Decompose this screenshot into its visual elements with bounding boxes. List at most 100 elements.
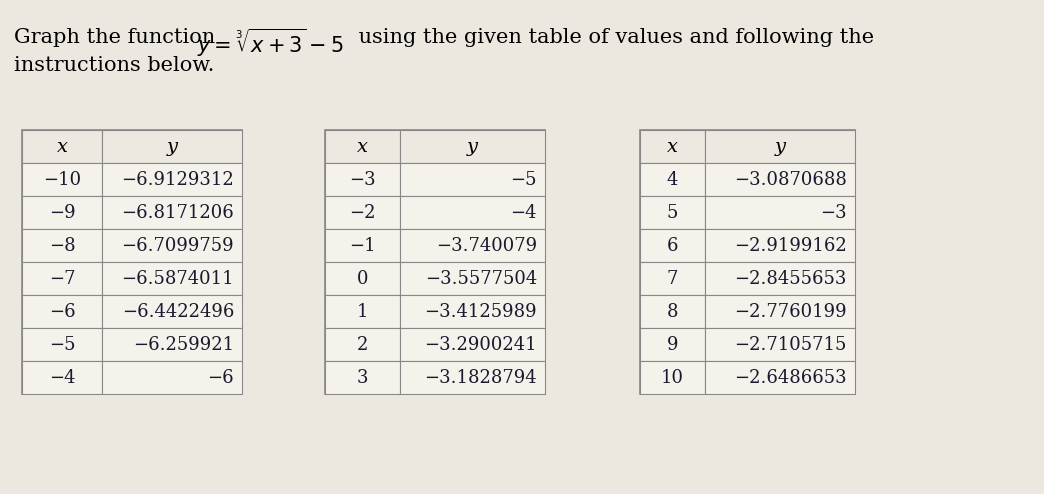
Text: 8: 8 <box>667 302 679 321</box>
Bar <box>102 295 242 328</box>
Bar <box>325 163 400 196</box>
Text: −5: −5 <box>49 335 75 354</box>
Bar <box>640 262 705 295</box>
Text: y: y <box>467 137 478 156</box>
Bar <box>640 196 705 229</box>
Bar <box>400 130 545 163</box>
Text: −2.7105715: −2.7105715 <box>735 335 847 354</box>
Bar <box>102 163 242 196</box>
Text: 2: 2 <box>357 335 369 354</box>
Bar <box>640 163 705 196</box>
Text: −7: −7 <box>49 270 75 288</box>
Text: −3.1828794: −3.1828794 <box>424 369 537 386</box>
Bar <box>325 196 400 229</box>
Bar <box>400 196 545 229</box>
Bar <box>102 361 242 394</box>
Bar <box>705 328 855 361</box>
Text: 4: 4 <box>667 170 679 189</box>
Text: x: x <box>56 137 68 156</box>
Text: using the given table of values and following the: using the given table of values and foll… <box>352 28 874 47</box>
Bar <box>400 328 545 361</box>
Bar <box>400 229 545 262</box>
Bar <box>640 130 705 163</box>
Text: −1: −1 <box>349 237 376 254</box>
Bar <box>705 229 855 262</box>
Bar <box>22 130 102 163</box>
Bar <box>325 361 400 394</box>
Bar <box>400 295 545 328</box>
Bar <box>325 130 400 163</box>
Text: 3: 3 <box>357 369 369 386</box>
Text: 7: 7 <box>667 270 679 288</box>
Text: 9: 9 <box>667 335 679 354</box>
Bar <box>22 328 102 361</box>
Bar <box>325 295 400 328</box>
Text: −6: −6 <box>49 302 75 321</box>
Text: −3: −3 <box>349 170 376 189</box>
Text: −6: −6 <box>208 369 234 386</box>
Bar <box>102 262 242 295</box>
Bar <box>22 361 102 394</box>
Text: 5: 5 <box>667 204 679 221</box>
Text: x: x <box>357 137 367 156</box>
Text: −2.9199162: −2.9199162 <box>734 237 847 254</box>
Text: 1: 1 <box>357 302 369 321</box>
Bar <box>705 295 855 328</box>
Bar <box>102 130 242 163</box>
Bar <box>705 262 855 295</box>
Text: −10: −10 <box>43 170 81 189</box>
Bar <box>705 130 855 163</box>
Text: −2.8455653: −2.8455653 <box>735 270 847 288</box>
Bar <box>22 229 102 262</box>
Text: −3.740079: −3.740079 <box>436 237 537 254</box>
Bar <box>640 229 705 262</box>
Text: −6.7099759: −6.7099759 <box>121 237 234 254</box>
Text: −3: −3 <box>821 204 847 221</box>
Bar <box>640 295 705 328</box>
Text: 10: 10 <box>661 369 684 386</box>
Bar <box>705 361 855 394</box>
Bar <box>400 361 545 394</box>
Text: −5: −5 <box>511 170 537 189</box>
Bar <box>102 229 242 262</box>
Bar <box>22 130 242 394</box>
Text: −4: −4 <box>49 369 75 386</box>
Bar <box>22 163 102 196</box>
Text: y: y <box>775 137 785 156</box>
Text: −3.5577504: −3.5577504 <box>425 270 537 288</box>
Bar <box>102 328 242 361</box>
Bar <box>22 196 102 229</box>
Text: 0: 0 <box>357 270 369 288</box>
Bar <box>640 361 705 394</box>
Text: −4: −4 <box>511 204 537 221</box>
Text: $y = \sqrt[3]{x+3}-5$: $y = \sqrt[3]{x+3}-5$ <box>197 27 343 59</box>
Bar <box>22 262 102 295</box>
Bar <box>325 130 545 394</box>
Bar <box>22 295 102 328</box>
Text: −3.4125989: −3.4125989 <box>424 302 537 321</box>
Text: x: x <box>667 137 678 156</box>
Text: y: y <box>166 137 177 156</box>
Text: −2: −2 <box>350 204 376 221</box>
Text: −6.9129312: −6.9129312 <box>121 170 234 189</box>
Bar <box>705 196 855 229</box>
Text: −6.8171206: −6.8171206 <box>121 204 234 221</box>
Text: −6.4422496: −6.4422496 <box>121 302 234 321</box>
Bar <box>705 163 855 196</box>
Text: instructions below.: instructions below. <box>14 56 214 75</box>
Bar <box>325 229 400 262</box>
Text: 6: 6 <box>667 237 679 254</box>
Text: −3.2900241: −3.2900241 <box>424 335 537 354</box>
Bar <box>102 196 242 229</box>
Text: −3.0870688: −3.0870688 <box>734 170 847 189</box>
Text: −2.6486653: −2.6486653 <box>734 369 847 386</box>
Text: −9: −9 <box>49 204 75 221</box>
Bar <box>325 262 400 295</box>
Text: −2.7760199: −2.7760199 <box>734 302 847 321</box>
Text: −6.5874011: −6.5874011 <box>121 270 234 288</box>
Text: −6.259921: −6.259921 <box>133 335 234 354</box>
Text: −8: −8 <box>49 237 75 254</box>
Bar <box>640 130 855 394</box>
Bar <box>640 328 705 361</box>
Bar <box>400 163 545 196</box>
